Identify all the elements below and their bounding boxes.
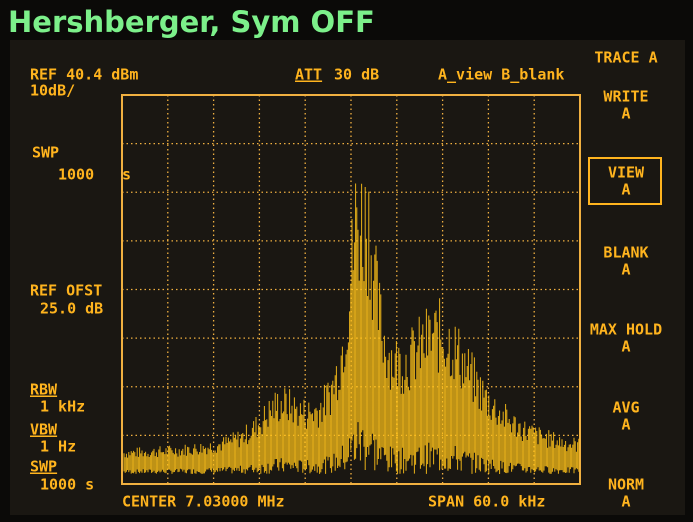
view-status: A_view B_blank xyxy=(438,66,564,84)
softkey-sub: A xyxy=(621,105,630,123)
swp-unit: s xyxy=(122,166,131,184)
span: SPAN 60.0 kHz xyxy=(428,493,545,511)
scale: 10dB/ xyxy=(30,82,75,100)
ref-ofst-value: 25.0 dB xyxy=(40,300,103,318)
softkey-label: VIEW xyxy=(608,164,645,182)
overlay-title: Hershberger, Sym OFF xyxy=(8,5,375,39)
swp-value: 1000 xyxy=(58,166,94,184)
rbw-value: 1 kHz xyxy=(40,398,85,416)
softkey-sub: A xyxy=(621,338,630,356)
att-label: ATT xyxy=(295,66,322,84)
softkey-label: BLANK xyxy=(603,244,648,262)
swp-label: SWP xyxy=(32,144,59,162)
vbw-label: VBW xyxy=(30,421,58,439)
softkey-sub: A xyxy=(621,416,630,434)
softkey-label: AVG xyxy=(612,399,639,417)
softkey-label: MAX HOLD xyxy=(590,321,662,339)
swp2-label: SWP xyxy=(30,458,57,476)
vbw-value: 1 Hz xyxy=(40,438,76,456)
rbw-label: RBW xyxy=(30,381,58,399)
softkey-label: NORM xyxy=(608,476,644,494)
softkey-label: WRITE xyxy=(603,88,648,106)
swp2-value: 1000 s xyxy=(40,476,94,494)
softkey-selected-box xyxy=(588,157,662,205)
ref-ofst-label: REF OFST xyxy=(30,282,102,300)
ref-level: REF 40.4 dBm xyxy=(30,66,138,84)
softkey-sub: A xyxy=(621,181,630,199)
softkey-title: TRACE A xyxy=(594,49,657,67)
center-freq: CENTER 7.03000 MHz xyxy=(122,493,285,511)
softkey-sub: A xyxy=(621,261,630,279)
softkey-sub: A xyxy=(621,493,630,511)
spectrum-trace xyxy=(123,183,580,474)
att-value: 30 dB xyxy=(334,66,379,84)
